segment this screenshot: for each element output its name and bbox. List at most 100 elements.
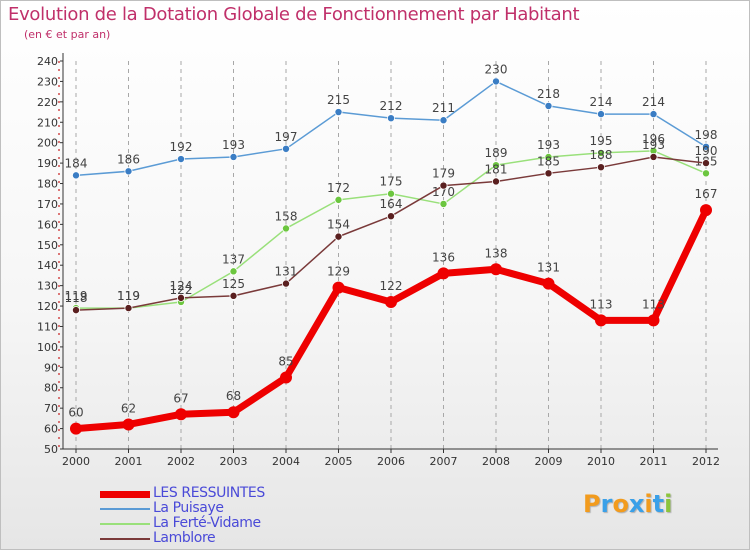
chart-subtitle: (en € et par an) (24, 28, 111, 41)
data-point-lamblore (597, 163, 606, 172)
data-label-la-puisaye: 198 (695, 128, 718, 142)
legend-swatch (100, 508, 150, 510)
data-label-lamblore: 188 (590, 148, 613, 162)
data-point-la-ferte-vidame (334, 195, 343, 204)
data-label-lamblore: 124 (170, 279, 193, 293)
x-tick-label: 2001 (115, 455, 143, 468)
data-label-lamblore: 131 (275, 265, 298, 279)
data-point-la-puisaye (334, 108, 343, 117)
data-point-lamblore (124, 304, 133, 313)
data-point-la-ferte-vidame (702, 169, 711, 178)
data-point-lamblore (439, 181, 448, 190)
data-label-les-ressuintes: 85 (278, 355, 293, 369)
x-tick-label: 2006 (377, 455, 405, 468)
data-label-les-ressuintes: 60 (68, 406, 83, 420)
x-tick-label: 2012 (692, 455, 720, 468)
data-point-les-ressuintes (122, 418, 135, 431)
y-tick-label: 220 (37, 96, 58, 109)
x-tick-label: 2010 (587, 455, 615, 468)
data-label-lamblore: 164 (380, 197, 403, 211)
data-label-lamblore: 181 (485, 162, 508, 176)
data-point-la-puisaye (386, 114, 395, 123)
brand-letter: t (652, 490, 665, 518)
data-label-lamblore: 179 (432, 167, 455, 181)
data-label-la-ferte-vidame: 189 (485, 146, 508, 160)
data-point-les-ressuintes (70, 422, 82, 435)
data-label-lamblore: 118 (65, 291, 88, 305)
data-point-les-ressuintes (542, 277, 555, 290)
data-label-la-puisaye: 214 (642, 95, 665, 109)
data-label-la-puisaye: 192 (170, 140, 193, 154)
data-label-la-ferte-vidame: 195 (590, 134, 613, 148)
y-tick-label: 90 (44, 361, 58, 374)
x-tick-label: 2000 (62, 455, 90, 468)
data-label-les-ressuintes: 67 (173, 391, 188, 405)
x-tick-label: 2003 (220, 455, 248, 468)
legend-label: La Ferté-Vidame (153, 515, 261, 531)
data-point-la-puisaye (649, 110, 658, 119)
data-label-les-ressuintes: 113 (590, 297, 613, 311)
data-point-les-ressuintes (385, 295, 397, 308)
data-label-la-puisaye: 184 (65, 156, 88, 170)
data-label-lamblore: 185 (537, 154, 560, 168)
data-label-lamblore: 193 (642, 138, 665, 152)
data-point-les-ressuintes (227, 406, 240, 419)
data-label-lamblore: 125 (222, 277, 245, 291)
x-tick-label: 2002 (167, 455, 195, 468)
data-label-les-ressuintes: 129 (327, 265, 350, 279)
data-point-lamblore (702, 159, 711, 168)
data-point-la-puisaye (176, 155, 185, 164)
data-label-la-puisaye: 215 (327, 93, 350, 107)
data-label-la-ferte-vidame: 119 (65, 289, 88, 303)
y-tick-label: 120 (37, 300, 58, 313)
data-label-lamblore: 190 (695, 144, 718, 158)
data-point-les-ressuintes (175, 408, 187, 421)
legend-swatch (100, 523, 150, 525)
legend-swatch (100, 538, 150, 540)
y-tick-label: 160 (37, 218, 58, 231)
legend-label: LES RESSUINTES (153, 485, 265, 501)
y-tick-label: 170 (37, 198, 58, 211)
data-label-la-puisaye: 214 (590, 95, 613, 109)
data-label-les-ressuintes: 131 (537, 261, 560, 275)
data-label-les-ressuintes: 62 (121, 401, 136, 415)
data-label-la-puisaye: 186 (117, 152, 140, 166)
data-point-la-puisaye (281, 144, 290, 153)
brand-letter: r (600, 490, 613, 518)
data-point-la-ferte-vidame (229, 267, 238, 276)
x-tick-label: 2011 (640, 455, 668, 468)
y-tick-label: 110 (37, 320, 58, 333)
legend-label: La Puisaye (153, 500, 224, 516)
data-point-les-ressuintes (332, 281, 345, 294)
y-tick-label: 210 (37, 116, 58, 129)
data-label-la-ferte-vidame: 196 (642, 132, 665, 146)
data-point-la-ferte-vidame (597, 148, 606, 157)
data-label-la-puisaye: 211 (432, 101, 455, 115)
brand-letter: x (628, 490, 645, 518)
y-tick-label: 70 (44, 402, 58, 415)
y-tick-label: 50 (44, 443, 58, 456)
data-point-lamblore (334, 232, 343, 241)
brand-logo: Proxiti (583, 490, 672, 518)
data-point-la-ferte-vidame (491, 161, 500, 170)
data-label-les-ressuintes: 68 (226, 389, 241, 403)
data-point-la-ferte-vidame (439, 199, 448, 208)
data-label-les-ressuintes: 138 (485, 246, 508, 260)
y-tick-label: 60 (44, 423, 58, 436)
data-point-lamblore (176, 293, 185, 302)
x-tick-label: 2004 (272, 455, 300, 468)
data-point-les-ressuintes (437, 267, 450, 280)
data-label-la-ferte-vidame: 158 (275, 209, 298, 223)
x-tick-label: 2007 (430, 455, 458, 468)
data-point-les-ressuintes (595, 314, 607, 327)
chart-legend: LES RESSUINTES La Puisaye La Ferté-Vidame L… (100, 485, 400, 546)
data-label-la-ferte-vidame: 122 (170, 283, 193, 297)
data-label-la-puisaye: 197 (275, 130, 298, 144)
data-point-la-ferte-vidame (281, 224, 290, 233)
data-point-lamblore (386, 212, 395, 221)
data-point-lamblore (72, 306, 81, 315)
x-tick-label: 2008 (482, 455, 510, 468)
data-point-la-puisaye (72, 171, 81, 180)
data-point-la-puisaye (124, 167, 133, 176)
